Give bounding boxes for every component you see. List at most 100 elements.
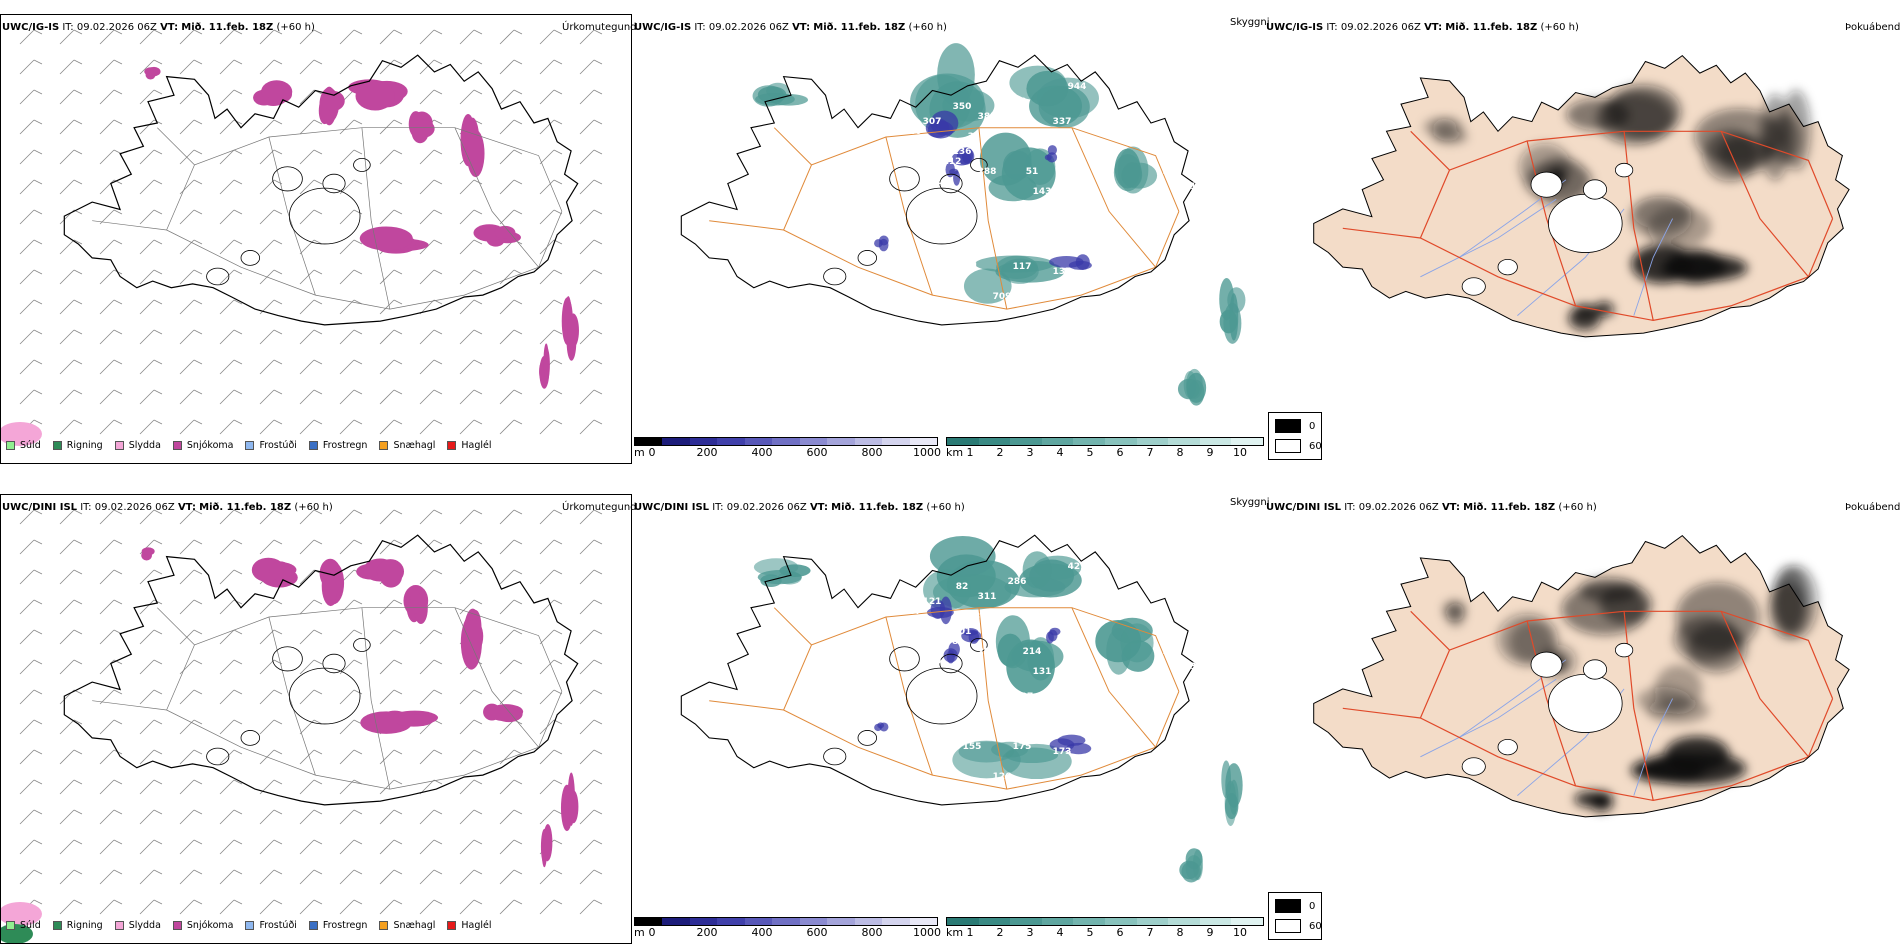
visibility-value: 337 [1053, 117, 1072, 127]
wind-barb [579, 419, 603, 435]
wind-barb [59, 149, 83, 165]
wind-barb [299, 209, 323, 225]
road-line [1071, 607, 1156, 748]
wind-barb [579, 599, 603, 615]
wind-barb [579, 209, 603, 225]
lead-time: (+60 h) [908, 22, 947, 33]
road-line [1526, 140, 1577, 307]
wind-barb [499, 269, 523, 285]
wind-barb [179, 779, 203, 795]
wind-barb [579, 59, 603, 75]
legend-item-frostudi: Frostúði [245, 920, 297, 931]
wind-barb [299, 29, 323, 45]
wind-barb [179, 749, 203, 765]
wind-barb [219, 899, 243, 915]
legend-item-slydda: Slydda [114, 920, 161, 931]
wind-barb [179, 599, 203, 615]
wind-barb [579, 719, 603, 735]
visibility-value: 288 [978, 167, 997, 177]
wind-barb [139, 239, 163, 255]
vt-value: Mið. 11.feb. 18Z [1445, 22, 1538, 33]
wind-barb [219, 89, 243, 105]
iceland-outline [1313, 54, 1850, 338]
visibility-m-area [951, 151, 972, 166]
fog-patch [1442, 599, 1466, 619]
wind-barb [379, 509, 403, 525]
colorbar-cell [1041, 918, 1074, 925]
colorbar-cell [827, 438, 855, 445]
visibility-value: 135 [1053, 267, 1072, 277]
wind-barb [459, 539, 483, 555]
glacier-outline [939, 653, 963, 674]
visibility-value: 136 [953, 147, 972, 157]
wind-barb [179, 89, 203, 105]
wind-barb [259, 329, 283, 345]
visibility-value: 200 [978, 647, 997, 657]
wind-barb [379, 209, 403, 225]
legend-swatch [447, 441, 457, 450]
colorbar-cell [1136, 918, 1169, 925]
wind-barb [299, 179, 323, 195]
wind-barb [299, 629, 323, 645]
wind-barb [19, 869, 43, 885]
wind-barb [179, 389, 203, 405]
wind-barb [459, 239, 483, 255]
visibility-m-area [877, 722, 885, 729]
colorbar-tick-label: 8 [1176, 926, 1184, 939]
wind-barb [379, 29, 403, 45]
visibility-m-area [930, 599, 946, 620]
legend-swatch [245, 441, 255, 450]
glacier-outline [206, 747, 230, 766]
wind-barb [339, 119, 363, 135]
glacier-outline [1461, 757, 1486, 776]
legend-item-snaehagl: Snæhagl [379, 440, 435, 451]
wind-barb [99, 899, 123, 915]
wind-barb [499, 659, 523, 675]
wind-barb [179, 659, 203, 675]
legend-label: Snjókoma [186, 920, 234, 931]
colorbar-cell [854, 918, 883, 925]
wind-barb [219, 569, 243, 585]
visibility-value: 173 [1053, 747, 1072, 757]
legend-label: Snjókoma [186, 440, 234, 451]
visibility-km-area [1026, 70, 1069, 107]
wind-barb [179, 899, 203, 915]
wind-barb [99, 59, 123, 75]
wind-barb [19, 809, 43, 825]
wind-barb [299, 119, 323, 135]
iceland-outline [63, 534, 579, 806]
wind-barb [19, 689, 43, 705]
wind-barb [539, 899, 563, 915]
wind-barb [139, 29, 163, 45]
fog-patch [1573, 304, 1597, 317]
visibility-value: 709 [993, 292, 1012, 302]
visibility-km-areas [753, 535, 1243, 883]
glacier-outline [1582, 659, 1608, 680]
wind-barb [19, 659, 43, 675]
legend-item-snaehagl: Snæhagl [379, 920, 435, 931]
wind-barb [139, 779, 163, 795]
snow-area [494, 225, 516, 239]
glacier-outlines [206, 157, 371, 286]
wind-barb [179, 299, 203, 315]
colorbar-cell [1010, 918, 1042, 925]
legend-label: Rigning [66, 440, 103, 451]
wind-barb [59, 899, 83, 915]
lead-time: (+60 h) [294, 502, 333, 513]
fog-legend: 0 60 [1268, 412, 1322, 460]
snow-area [466, 129, 485, 178]
vt-value: Mið. 11.feb. 18Z [181, 22, 274, 33]
visibility-value: 121 [923, 597, 942, 607]
visibility-value: 283 [968, 612, 987, 622]
wind-barb [539, 569, 563, 585]
legend-swatch [172, 921, 182, 930]
vt-label: VT: [1424, 22, 1443, 33]
wind-barb [59, 779, 83, 795]
colorbar-cell [799, 918, 828, 925]
snow-area [267, 85, 293, 104]
glacier-outline [240, 730, 261, 746]
glacier-outline [1530, 651, 1563, 678]
visibility-value: 307 [923, 117, 942, 127]
wind-barb [179, 419, 203, 435]
